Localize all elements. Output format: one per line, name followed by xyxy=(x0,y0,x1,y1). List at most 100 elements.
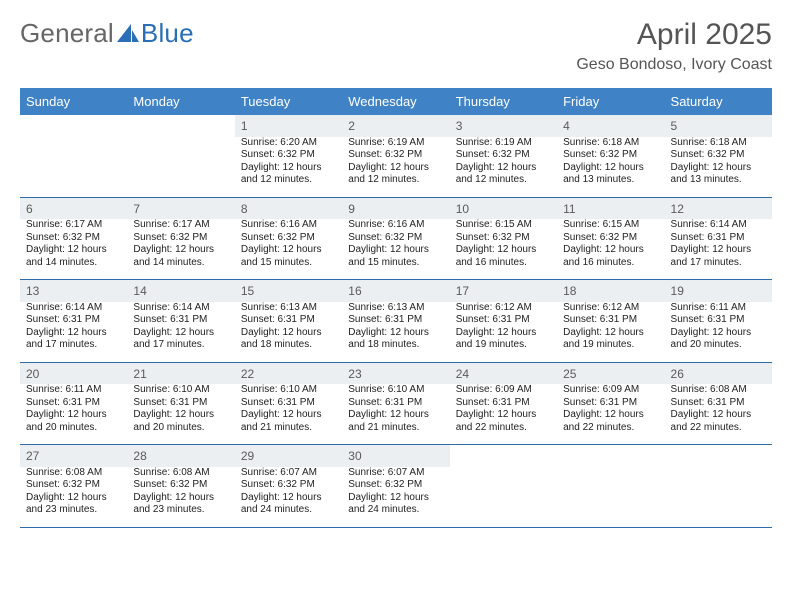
sunset-text: Sunset: 6:31 PM xyxy=(671,397,766,410)
sunrise-text: Sunrise: 6:10 AM xyxy=(133,384,228,397)
day-number-cell: 30 xyxy=(342,445,449,467)
day-detail-cell xyxy=(557,467,664,527)
daylight-text: Daylight: 12 hours and 19 minutes. xyxy=(456,327,551,352)
daylight-text: Daylight: 12 hours and 23 minutes. xyxy=(133,492,228,517)
day-number-cell xyxy=(557,445,664,467)
day-number: 30 xyxy=(348,449,361,463)
day-detail-cell: Sunrise: 6:18 AMSunset: 6:32 PMDaylight:… xyxy=(557,137,664,197)
sunset-text: Sunset: 6:32 PM xyxy=(241,149,336,162)
daylight-text: Daylight: 12 hours and 22 minutes. xyxy=(456,409,551,434)
day-detail-cell: Sunrise: 6:07 AMSunset: 6:32 PMDaylight:… xyxy=(235,467,342,527)
day-detail-cell xyxy=(127,137,234,197)
day-number-cell: 7 xyxy=(127,198,234,220)
sunset-text: Sunset: 6:32 PM xyxy=(26,479,121,492)
daylight-text: Daylight: 12 hours and 18 minutes. xyxy=(348,327,443,352)
day-number: 6 xyxy=(26,202,33,216)
day-number-cell: 20 xyxy=(20,363,127,385)
day-number: 10 xyxy=(456,202,469,216)
day-detail-cell: Sunrise: 6:13 AMSunset: 6:31 PMDaylight:… xyxy=(235,302,342,362)
day-detail-cell: Sunrise: 6:19 AMSunset: 6:32 PMDaylight:… xyxy=(342,137,449,197)
sunset-text: Sunset: 6:31 PM xyxy=(671,314,766,327)
day-detail-cell: Sunrise: 6:11 AMSunset: 6:31 PMDaylight:… xyxy=(20,384,127,444)
day-number-cell: 13 xyxy=(20,280,127,302)
day-number: 4 xyxy=(563,119,570,133)
sunset-text: Sunset: 6:31 PM xyxy=(348,314,443,327)
sunset-text: Sunset: 6:32 PM xyxy=(26,232,121,245)
sunset-text: Sunset: 6:32 PM xyxy=(133,232,228,245)
weekday-header: Thursday xyxy=(450,88,557,115)
sunrise-text: Sunrise: 6:18 AM xyxy=(563,137,658,150)
logo: General Blue xyxy=(20,18,194,49)
sunset-text: Sunset: 6:32 PM xyxy=(348,479,443,492)
day-number: 20 xyxy=(26,367,39,381)
day-detail-cell xyxy=(20,137,127,197)
day-number-cell: 22 xyxy=(235,363,342,385)
daylight-text: Daylight: 12 hours and 21 minutes. xyxy=(241,409,336,434)
daylight-text: Daylight: 12 hours and 15 minutes. xyxy=(241,244,336,269)
day-number-cell xyxy=(20,115,127,137)
day-number-cell: 18 xyxy=(557,280,664,302)
daylight-text: Daylight: 12 hours and 14 minutes. xyxy=(26,244,121,269)
header: General Blue April 2025 Geso Bondoso, Iv… xyxy=(20,18,772,74)
day-detail-cell xyxy=(450,467,557,527)
day-number: 9 xyxy=(348,202,355,216)
day-number-cell: 26 xyxy=(665,363,772,385)
day-detail-cell: Sunrise: 6:09 AMSunset: 6:31 PMDaylight:… xyxy=(450,384,557,444)
daylight-text: Daylight: 12 hours and 17 minutes. xyxy=(671,244,766,269)
sunrise-text: Sunrise: 6:08 AM xyxy=(26,467,121,480)
day-detail-cell: Sunrise: 6:16 AMSunset: 6:32 PMDaylight:… xyxy=(235,219,342,279)
day-number-cell xyxy=(665,445,772,467)
day-number: 17 xyxy=(456,284,469,298)
sunset-text: Sunset: 6:31 PM xyxy=(563,314,658,327)
sunset-text: Sunset: 6:32 PM xyxy=(133,479,228,492)
daylight-text: Daylight: 12 hours and 21 minutes. xyxy=(348,409,443,434)
daylight-text: Daylight: 12 hours and 14 minutes. xyxy=(133,244,228,269)
day-number: 27 xyxy=(26,449,39,463)
day-number-cell: 6 xyxy=(20,198,127,220)
day-number-cell: 3 xyxy=(450,115,557,137)
day-detail-cell: Sunrise: 6:10 AMSunset: 6:31 PMDaylight:… xyxy=(127,384,234,444)
weekday-header: Sunday xyxy=(20,88,127,115)
sunrise-text: Sunrise: 6:13 AM xyxy=(241,302,336,315)
day-detail-cell: Sunrise: 6:14 AMSunset: 6:31 PMDaylight:… xyxy=(665,219,772,279)
day-number: 29 xyxy=(241,449,254,463)
day-detail-cell: Sunrise: 6:16 AMSunset: 6:32 PMDaylight:… xyxy=(342,219,449,279)
calendar-header: SundayMondayTuesdayWednesdayThursdayFrid… xyxy=(20,88,772,115)
day-detail-cell: Sunrise: 6:09 AMSunset: 6:31 PMDaylight:… xyxy=(557,384,664,444)
daylight-text: Daylight: 12 hours and 12 minutes. xyxy=(241,162,336,187)
sunrise-text: Sunrise: 6:14 AM xyxy=(671,219,766,232)
day-detail-cell: Sunrise: 6:10 AMSunset: 6:31 PMDaylight:… xyxy=(342,384,449,444)
daylight-text: Daylight: 12 hours and 17 minutes. xyxy=(133,327,228,352)
day-number-cell: 12 xyxy=(665,198,772,220)
day-number-cell: 29 xyxy=(235,445,342,467)
sunset-text: Sunset: 6:31 PM xyxy=(456,314,551,327)
sunset-text: Sunset: 6:32 PM xyxy=(456,149,551,162)
sunrise-text: Sunrise: 6:17 AM xyxy=(133,219,228,232)
sunset-text: Sunset: 6:31 PM xyxy=(26,397,121,410)
daylight-text: Daylight: 12 hours and 20 minutes. xyxy=(26,409,121,434)
day-detail-cell: Sunrise: 6:08 AMSunset: 6:32 PMDaylight:… xyxy=(127,467,234,527)
sunset-text: Sunset: 6:32 PM xyxy=(241,479,336,492)
day-detail-cell: Sunrise: 6:13 AMSunset: 6:31 PMDaylight:… xyxy=(342,302,449,362)
daylight-text: Daylight: 12 hours and 13 minutes. xyxy=(671,162,766,187)
daylight-text: Daylight: 12 hours and 22 minutes. xyxy=(671,409,766,434)
sunrise-text: Sunrise: 6:16 AM xyxy=(348,219,443,232)
daylight-text: Daylight: 12 hours and 20 minutes. xyxy=(133,409,228,434)
sunset-text: Sunset: 6:31 PM xyxy=(671,232,766,245)
sunrise-text: Sunrise: 6:09 AM xyxy=(563,384,658,397)
day-number: 23 xyxy=(348,367,361,381)
day-detail-cell: Sunrise: 6:08 AMSunset: 6:31 PMDaylight:… xyxy=(665,384,772,444)
sunrise-text: Sunrise: 6:18 AM xyxy=(671,137,766,150)
day-number-cell: 27 xyxy=(20,445,127,467)
sunset-text: Sunset: 6:32 PM xyxy=(241,232,336,245)
weekday-header: Wednesday xyxy=(342,88,449,115)
sunrise-text: Sunrise: 6:10 AM xyxy=(241,384,336,397)
sunrise-text: Sunrise: 6:15 AM xyxy=(456,219,551,232)
day-detail-cell: Sunrise: 6:08 AMSunset: 6:32 PMDaylight:… xyxy=(20,467,127,527)
day-number: 21 xyxy=(133,367,146,381)
day-number: 28 xyxy=(133,449,146,463)
day-number: 2 xyxy=(348,119,355,133)
day-number: 12 xyxy=(671,202,684,216)
sunrise-text: Sunrise: 6:08 AM xyxy=(671,384,766,397)
sunset-text: Sunset: 6:32 PM xyxy=(456,232,551,245)
